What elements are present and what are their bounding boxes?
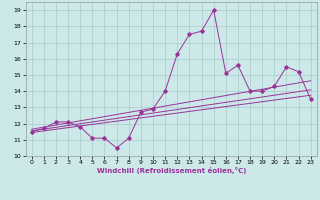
X-axis label: Windchill (Refroidissement éolien,°C): Windchill (Refroidissement éolien,°C) bbox=[97, 167, 246, 174]
